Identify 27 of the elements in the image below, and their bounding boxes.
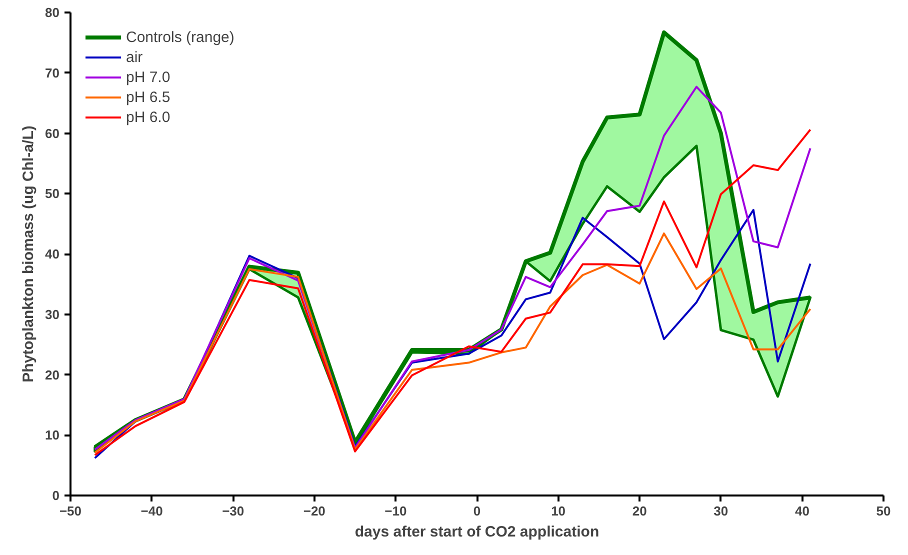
legend-label: Controls (range) <box>126 28 234 46</box>
y-tick-label: 0 <box>52 488 60 503</box>
y-tick-label: 30 <box>45 306 60 322</box>
x-tick-label: −10 <box>384 504 407 518</box>
x-tick-label: 0 <box>473 504 481 518</box>
x-axis-title: days after start of CO2 application <box>354 524 600 540</box>
y-tick-label: 70 <box>45 65 60 80</box>
x-tick-label: 40 <box>794 504 810 518</box>
x-tick-label: 50 <box>876 504 891 518</box>
legend-label: pH 6.5 <box>126 88 170 106</box>
x-tick-label: 30 <box>714 504 728 518</box>
y-tick-label: 80 <box>45 5 60 20</box>
x-tick-label: 10 <box>551 504 566 518</box>
legend-label: pH 6.0 <box>126 108 170 126</box>
x-tick-label: 20 <box>632 504 647 518</box>
x-tick-label: −30 <box>222 504 244 518</box>
y-tick-label: 50 <box>45 186 60 202</box>
x-tick-label: −50 <box>59 504 82 518</box>
y-tick-label: 10 <box>45 428 60 443</box>
y-tick-label: 40 <box>45 246 60 262</box>
y-axis-title: Phytoplankton biomass (ug Chl-a/L) <box>20 126 38 382</box>
legend-label: air <box>126 48 144 66</box>
legend-label: pH 7.0 <box>126 68 170 86</box>
y-tick-label: 20 <box>45 367 60 382</box>
x-tick-label: −40 <box>140 504 163 518</box>
y-tick-label: 60 <box>45 126 60 141</box>
x-tick-label: −20 <box>303 504 326 518</box>
